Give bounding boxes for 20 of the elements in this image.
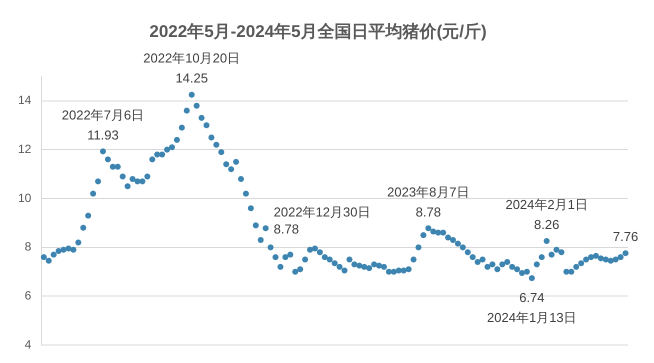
text: 2022年10月20日 xyxy=(143,50,240,66)
annotation: 2022年7月6日 xyxy=(62,107,144,122)
data-label: 8.78 xyxy=(416,204,441,220)
y-tick-label: 12 xyxy=(18,142,32,156)
y-tick-label: 6 xyxy=(24,288,32,302)
annotation: 2024年2月1日 xyxy=(505,196,588,212)
data-label: 8.26 xyxy=(534,216,560,232)
data-label: 6.74 xyxy=(519,290,545,306)
data-label: 7.76 xyxy=(612,229,638,244)
y-tick-label: 14 xyxy=(18,93,32,108)
annotation: 2022年12月30日 xyxy=(274,204,370,220)
y-tick-label: 8 xyxy=(24,240,32,254)
y-tick-label: 10 xyxy=(18,190,32,205)
data-label: 14.25 xyxy=(175,70,208,86)
y-tick-label: 4 xyxy=(24,337,32,352)
annotation: 2024年1月13日 xyxy=(487,310,577,326)
annotation: 2023年8月7日 xyxy=(387,184,470,200)
data-label: 8.78 xyxy=(274,221,299,236)
chart-title: 2022年5月-2024年5月全国日平均猪价(元/斤) xyxy=(149,22,487,41)
data-label: 11.93 xyxy=(87,127,119,142)
